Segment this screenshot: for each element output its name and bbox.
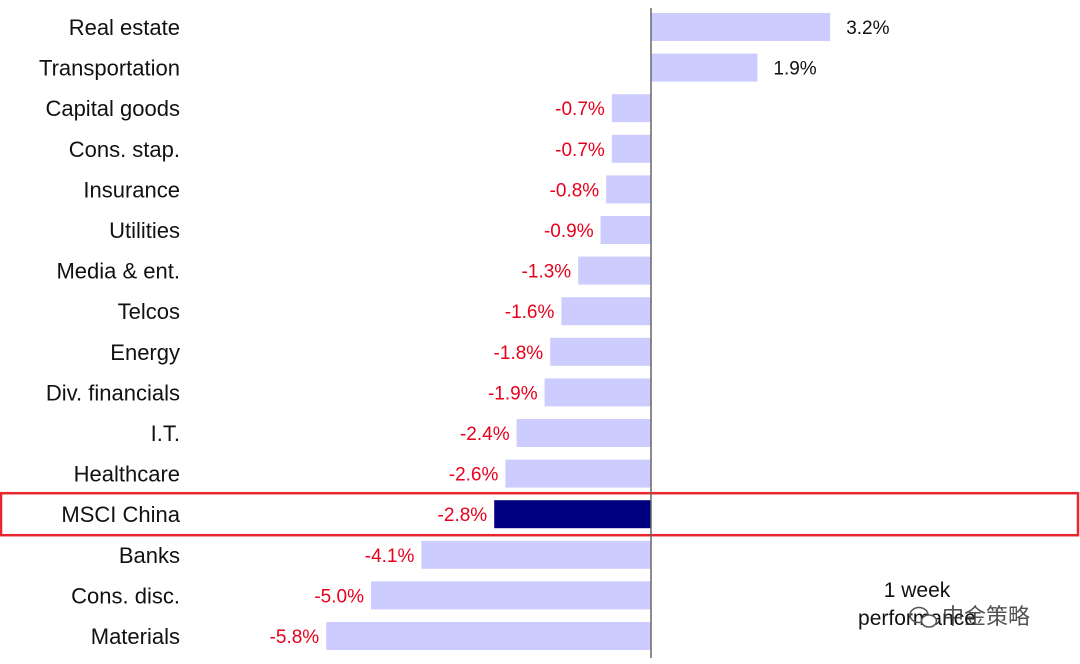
value-label: -2.6% (449, 465, 499, 486)
bar-cons-disc (371, 581, 651, 610)
value-label: -4.1% (365, 546, 415, 567)
bar-transportation (651, 53, 758, 82)
value-label: -1.8% (494, 343, 544, 364)
bar-cons-stap (611, 134, 651, 163)
bar-utilities (600, 216, 651, 244)
category-label: Energy (110, 340, 180, 365)
watermark: 中金策略 (909, 605, 1030, 630)
annotation-layer: 1 week performance (858, 579, 976, 630)
bar-real-estate (651, 13, 831, 41)
category-label: Cons. stap. (69, 137, 180, 162)
bars-layer (326, 13, 831, 650)
value-label: -5.8% (270, 627, 320, 648)
category-label: Healthcare (74, 462, 180, 487)
value-label: -1.3% (522, 262, 572, 283)
category-label: Materials (91, 624, 180, 649)
bar-media-ent (578, 256, 651, 285)
category-label: Media & ent. (56, 259, 180, 284)
category-label: Banks (119, 543, 180, 568)
bar-energy (550, 337, 651, 366)
bar-msci-china (494, 500, 651, 529)
value-label: 3.2% (846, 18, 889, 39)
bar-insurance (606, 175, 651, 204)
value-label: -5.0% (314, 586, 364, 607)
category-label: Cons. disc. (71, 583, 180, 608)
value-label: -0.7% (555, 140, 605, 161)
value-label: -0.7% (555, 99, 605, 120)
category-label: Utilities (109, 218, 180, 243)
bar-materials (326, 622, 651, 650)
bar-banks (421, 540, 651, 569)
annotation-line-1: 1 week (884, 579, 951, 602)
value-label: -2.4% (460, 424, 510, 445)
annotation-line-2: performance (858, 607, 976, 630)
value-label: -0.9% (544, 221, 594, 242)
watermark-text: 中金策略 (942, 605, 1030, 630)
value-label: -2.8% (438, 505, 488, 526)
labels-layer: Real estate 3.2% Transportation 1.9% Capital… (39, 15, 890, 649)
category-label: Telcos (118, 299, 180, 324)
wechat-icon (909, 606, 938, 628)
category-label: Insurance (83, 177, 180, 202)
highlight-box (0, 491, 1080, 537)
value-label: 1.9% (773, 59, 816, 80)
bar-telcos (561, 297, 651, 326)
value-label: -1.6% (505, 302, 555, 323)
category-label: MSCI China (61, 502, 180, 527)
category-label: Div. financials (46, 380, 180, 405)
category-label: I.T. (151, 421, 180, 446)
value-label: -1.9% (488, 383, 538, 404)
category-label: Real estate (69, 15, 180, 40)
bar-healthcare (505, 459, 651, 488)
bar-i-t (516, 419, 651, 447)
category-label: Transportation (39, 56, 180, 81)
category-label: Capital goods (45, 96, 180, 121)
highlight-layer (0, 491, 1080, 537)
bar-capital-goods (611, 94, 651, 123)
bar-div-financials (544, 378, 651, 407)
value-label: -0.8% (550, 180, 600, 201)
